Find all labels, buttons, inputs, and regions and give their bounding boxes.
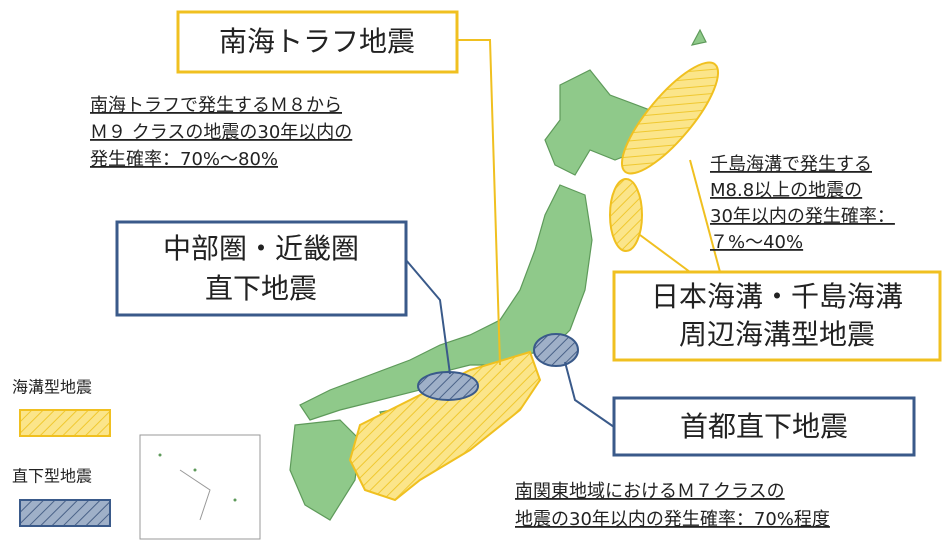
chishima-note: M8.8以上の地震の xyxy=(710,180,862,201)
trench-title: 周辺海溝型地震 xyxy=(679,318,875,351)
nankai-note: 発生確率：70%～80% xyxy=(90,149,278,170)
nankai-note: Ｍ９ クラスの地震の30年以内の xyxy=(90,122,352,143)
inset-line xyxy=(179,469,211,521)
japan-trench-zone xyxy=(609,178,643,252)
connector xyxy=(689,159,721,273)
island xyxy=(158,453,162,457)
chubu-zone xyxy=(417,371,479,401)
chishima-note: 30年以内の発生確率： xyxy=(710,206,895,227)
chubu-title: 中部圏・近畿圏 xyxy=(163,232,359,265)
connector xyxy=(405,259,451,375)
chishima-note: 千島海溝で発生する xyxy=(710,154,872,175)
inset-frame xyxy=(139,434,261,540)
capital-note: 地震の30年以内の発生確率：70%程度 xyxy=(515,509,830,530)
nankai-box xyxy=(176,10,459,74)
legend-swatch xyxy=(19,499,111,527)
trench-title: 日本海溝・千島海溝 xyxy=(651,280,903,313)
chubu-title: 直下地震 xyxy=(205,272,317,305)
island xyxy=(193,468,197,472)
capital-zone xyxy=(533,333,579,367)
connector xyxy=(564,361,615,428)
chishima-note: ７%～40% xyxy=(710,232,803,253)
legend-swatch xyxy=(19,409,111,437)
connector xyxy=(457,39,501,366)
chubu-box xyxy=(115,220,408,317)
capital-box xyxy=(612,396,916,457)
connector xyxy=(639,234,691,273)
capital-note: 南関東地域におけるＭ７クラスの xyxy=(515,481,785,502)
legend-label: 海溝型地震 xyxy=(12,378,92,397)
island xyxy=(233,498,237,502)
chishima-zone xyxy=(620,61,720,175)
capital-title: 首都直下地震 xyxy=(680,410,848,443)
nankai-title: 南海トラフ地震 xyxy=(219,25,415,58)
legend-label: 直下型地震 xyxy=(12,467,92,486)
nankai-note: 南海トラフで発生するＭ８から xyxy=(90,95,342,116)
trench-box xyxy=(612,270,942,362)
